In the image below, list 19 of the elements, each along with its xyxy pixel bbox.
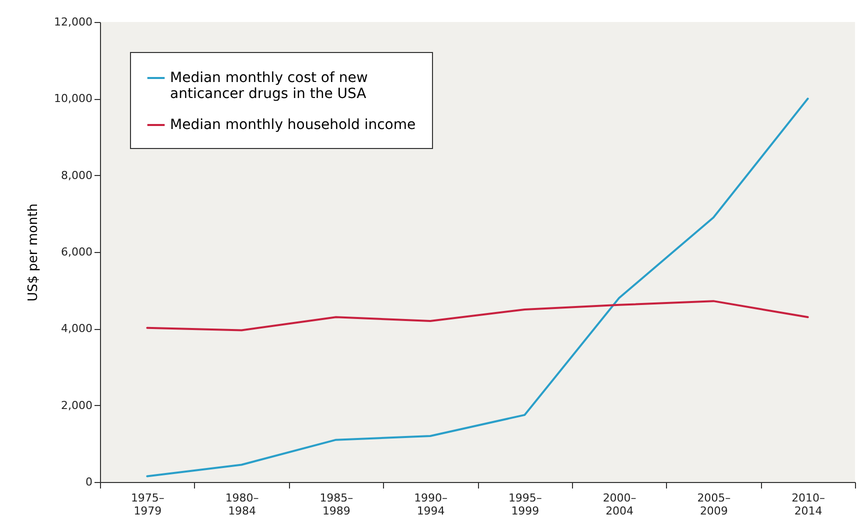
- x-tick-label: 2005–2009: [697, 492, 731, 518]
- legend-label: Median monthly household income: [170, 117, 416, 133]
- x-tick-label: 1995–1999: [508, 492, 542, 518]
- x-tick-label: 2000–2004: [602, 492, 636, 518]
- x-tick-label: 1980–1984: [225, 492, 259, 518]
- y-tick-label: 2,000: [61, 398, 92, 412]
- y-tick-label: 4,000: [61, 322, 92, 336]
- x-tick-label: 2010–2014: [792, 492, 826, 518]
- legend-label: Median monthly cost of new anticancer drugs in the USA: [170, 70, 368, 102]
- x-tick-label: 1990–1994: [414, 492, 448, 518]
- y-axis-title: US$ per month: [26, 203, 42, 302]
- x-tick-label: 1985–1989: [320, 492, 354, 518]
- y-tick-label: 12,000: [54, 16, 92, 28]
- line-series: [146, 300, 809, 332]
- y-tick-label: 6,000: [61, 246, 92, 258]
- y-tick-label: 8,000: [61, 168, 92, 182]
- x-tick-label: 1975–1979: [130, 492, 164, 518]
- y-tick-label: 0: [86, 476, 92, 488]
- y-tick-label: 10,000: [54, 92, 92, 106]
